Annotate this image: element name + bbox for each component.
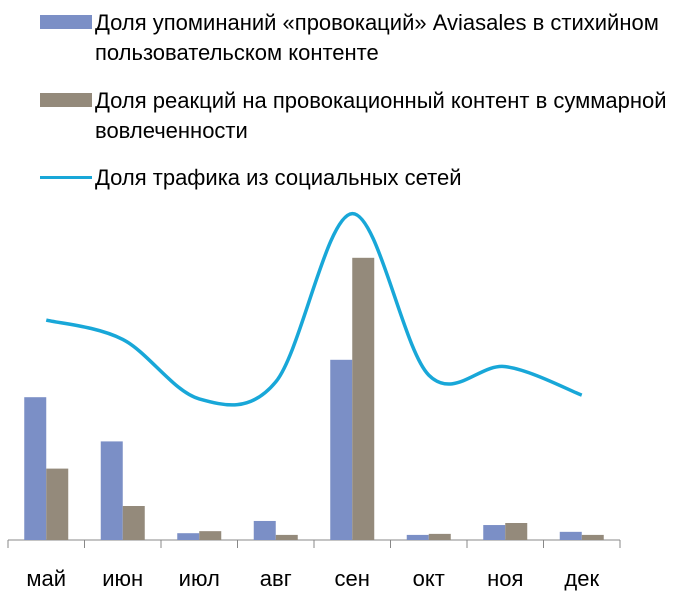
bar bbox=[406, 534, 429, 540]
bar bbox=[100, 441, 123, 540]
legend-label: Доля трафика из социальных сетей bbox=[95, 165, 462, 190]
bar bbox=[177, 533, 200, 540]
x-tick-label: ноя bbox=[487, 566, 523, 591]
bar bbox=[24, 397, 47, 540]
bar bbox=[199, 531, 222, 540]
x-tick-label: май bbox=[26, 566, 66, 591]
line bbox=[45, 211, 583, 407]
x-tick-label: окт bbox=[413, 566, 445, 591]
x-tick-label: авг bbox=[260, 566, 292, 591]
bar bbox=[483, 525, 506, 540]
x-tick-label: сен bbox=[335, 566, 370, 591]
legend-swatch bbox=[40, 176, 92, 179]
bar bbox=[505, 523, 528, 540]
legend-label: Доля упоминаний «провокаций» Aviasales в… bbox=[95, 10, 659, 65]
bar bbox=[253, 520, 276, 540]
x-tick-label: июн bbox=[102, 566, 143, 591]
bar bbox=[122, 506, 145, 540]
bar bbox=[275, 534, 298, 540]
bar bbox=[559, 531, 582, 540]
bar bbox=[46, 468, 69, 540]
x-tick-label: дек bbox=[564, 566, 599, 591]
bar bbox=[428, 533, 451, 540]
legend-swatch bbox=[40, 15, 92, 29]
bar bbox=[581, 534, 604, 540]
legend-label: Доля реакций на провокационный контент в… bbox=[95, 88, 667, 143]
legend-swatch bbox=[40, 93, 92, 107]
x-tick-label: июл bbox=[179, 566, 220, 591]
bar bbox=[330, 359, 353, 540]
bar bbox=[352, 257, 375, 540]
